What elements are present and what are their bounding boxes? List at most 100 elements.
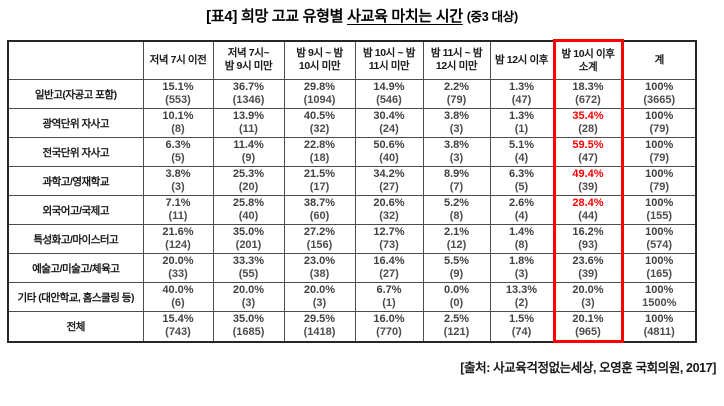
data-cell: 23.6% (39) — [552, 253, 624, 283]
count-value: (28) — [578, 123, 598, 135]
data-cell: 7.1% (11) — [142, 195, 214, 225]
data-cell: 20.0% (3) — [283, 282, 356, 312]
count-value: (18) — [309, 152, 330, 164]
percent-value: 20.0% — [162, 255, 194, 267]
count-value: (39) — [578, 181, 598, 193]
data-cell: 3.8% (3) — [422, 108, 491, 138]
percent-value: 100% — [645, 284, 674, 296]
table-row: 일반고(자공고 포함) 15.1% (553) 36.7% (1346) 29.8% (10… — [7, 79, 697, 109]
data-cell: 10.1% (8) — [142, 108, 214, 138]
data-cell: 33.3% (55) — [212, 253, 285, 283]
table-body: 일반고(자공고 포함) 15.1% (553) 36.7% (1346) 29.8% (10… — [7, 79, 697, 343]
percent-value: 0.0% — [443, 284, 470, 296]
row-label: 전체 — [7, 311, 144, 342]
data-cell: 20.0% (33) — [142, 253, 214, 283]
table-row: 특성화고/마이스터고 21.6% (124) 35.0% (201) 27.2% (156)… — [7, 224, 697, 254]
count-value: (4) — [514, 152, 529, 164]
percent-value: 20.6% — [373, 197, 405, 209]
percent-value: 6.3% — [508, 168, 535, 180]
data-cell: 13.9% (11) — [212, 108, 285, 138]
data-cell: 6.7% (1) — [354, 282, 424, 312]
count-value: (32) — [309, 123, 330, 135]
data-cell: 5.2% (8) — [422, 195, 491, 225]
count-value: (124) — [165, 239, 191, 251]
percent-value: 21.5% — [303, 168, 336, 180]
percent-value: 29.5% — [303, 313, 336, 326]
count-value: (4) — [514, 210, 529, 222]
count-value: (3) — [449, 123, 464, 135]
count-value: (38) — [309, 268, 330, 280]
count-value: (93) — [578, 239, 598, 251]
source-citation: [출처: 사교육걱정없는세상, 오영훈 국회의원, 2017] — [460, 361, 716, 375]
percent-value: 25.8% — [232, 197, 265, 209]
percent-value: 35.0% — [232, 313, 265, 326]
percent-value: 25.3% — [232, 168, 265, 180]
count-value: (1685) — [232, 326, 265, 339]
data-cell: 25.3% (20) — [212, 166, 285, 196]
data-cell: 5.5% (9) — [422, 253, 491, 283]
count-value: (11) — [168, 210, 188, 222]
count-value: (74) — [511, 326, 532, 339]
data-cell: 22.8% (18) — [283, 137, 356, 167]
header-cell: 밤 10시 ~ 밤 11시 미만 — [354, 40, 424, 80]
percent-value: 35.4% — [572, 110, 604, 122]
count-value: (44) — [578, 210, 598, 222]
data-cell: 3.8% (3) — [142, 166, 214, 196]
data-cell: 0.0% (0) — [422, 282, 491, 312]
data-cell: 30.4% (24) — [354, 108, 424, 138]
table-row: 외국어고/국제고 7.1% (11) 25.8% (40) 38.7% (60) 20.6%(… — [7, 195, 697, 225]
count-value: (3) — [171, 181, 185, 193]
data-cell: 35.4% (28) — [552, 108, 624, 138]
percent-value: 16.2% — [572, 226, 604, 238]
data-cell: 1.3% (1) — [489, 108, 555, 138]
data-cell: 29.5% (1418) — [283, 311, 356, 342]
percent-value: 1.4% — [508, 226, 535, 238]
data-cell: 100% (3665) — [621, 79, 697, 109]
data-cell: 15.4% (743) — [142, 311, 214, 342]
percent-value: 2.1% — [443, 226, 470, 238]
count-value: (8) — [449, 210, 464, 222]
percent-value: 34.2% — [373, 168, 405, 180]
percent-value: 100% — [645, 313, 674, 326]
header-cell: 밤 12시 이후 — [489, 40, 555, 80]
count-value: (3) — [241, 297, 256, 309]
data-cell: 12.7% (73) — [354, 224, 424, 254]
count-value: (0) — [449, 297, 464, 309]
count-value: (11) — [239, 123, 258, 135]
data-cell: 16.2% (93) — [552, 224, 624, 254]
data-cell: 21.6% (124) — [142, 224, 214, 254]
count-value: (27) — [379, 181, 399, 193]
count-value: 1500% — [642, 297, 677, 309]
count-value: (7) — [449, 181, 464, 193]
percent-value: 49.4% — [572, 168, 604, 180]
count-value: (1) — [382, 297, 396, 309]
data-cell: 20.6% (32) — [354, 195, 424, 225]
count-value: (12) — [446, 239, 467, 251]
data-cell: 36.7% (1346) — [212, 79, 285, 109]
data-cell: 35.0% (201) — [212, 224, 285, 254]
percent-value: 21.6% — [162, 226, 194, 238]
percent-value: 20.0% — [303, 284, 336, 296]
data-cell: 2.6% (4) — [489, 195, 555, 225]
percent-value: 11.4% — [233, 139, 264, 151]
percent-value: 100% — [645, 226, 674, 238]
data-cell: 23.0% (38) — [283, 253, 356, 283]
row-label: 과학고/영재학교 — [7, 166, 144, 196]
table-row: 과학고/영재학교 3.8% (3) 25.3% (20) 21.5% (17) 34.2% (2… — [7, 166, 697, 196]
count-value: (5) — [171, 152, 185, 164]
count-value: (79) — [446, 94, 467, 106]
count-value: (79) — [649, 152, 670, 164]
data-cell: 40.5% (32) — [283, 108, 356, 138]
count-value: (770) — [376, 326, 402, 339]
row-label: 일반고(자공고 포함) — [7, 79, 144, 109]
table-title: [표4] 희망 고교 유형별 사교육 마치는 시간 (중3 대상) — [0, 5, 724, 26]
data-cell: 100% (4811) — [621, 311, 697, 342]
count-value: (1346) — [232, 94, 265, 106]
data-cell: 6.3% (5) — [142, 137, 214, 167]
header-row: 저녁 7시 이전 저녁 7시~ 밤 9시 미만 밤 9시 ~ 밤 10시 미만 밤 1… — [7, 39, 697, 80]
percent-value: 20.0% — [232, 284, 265, 296]
header-cell-subtotal-after-10pm: 밤 10시 이후 소계 — [552, 39, 624, 80]
count-value: (3) — [449, 152, 464, 164]
data-cell: 6.3% (5) — [489, 166, 555, 196]
data-cell: 1.5% (74) — [489, 311, 555, 342]
